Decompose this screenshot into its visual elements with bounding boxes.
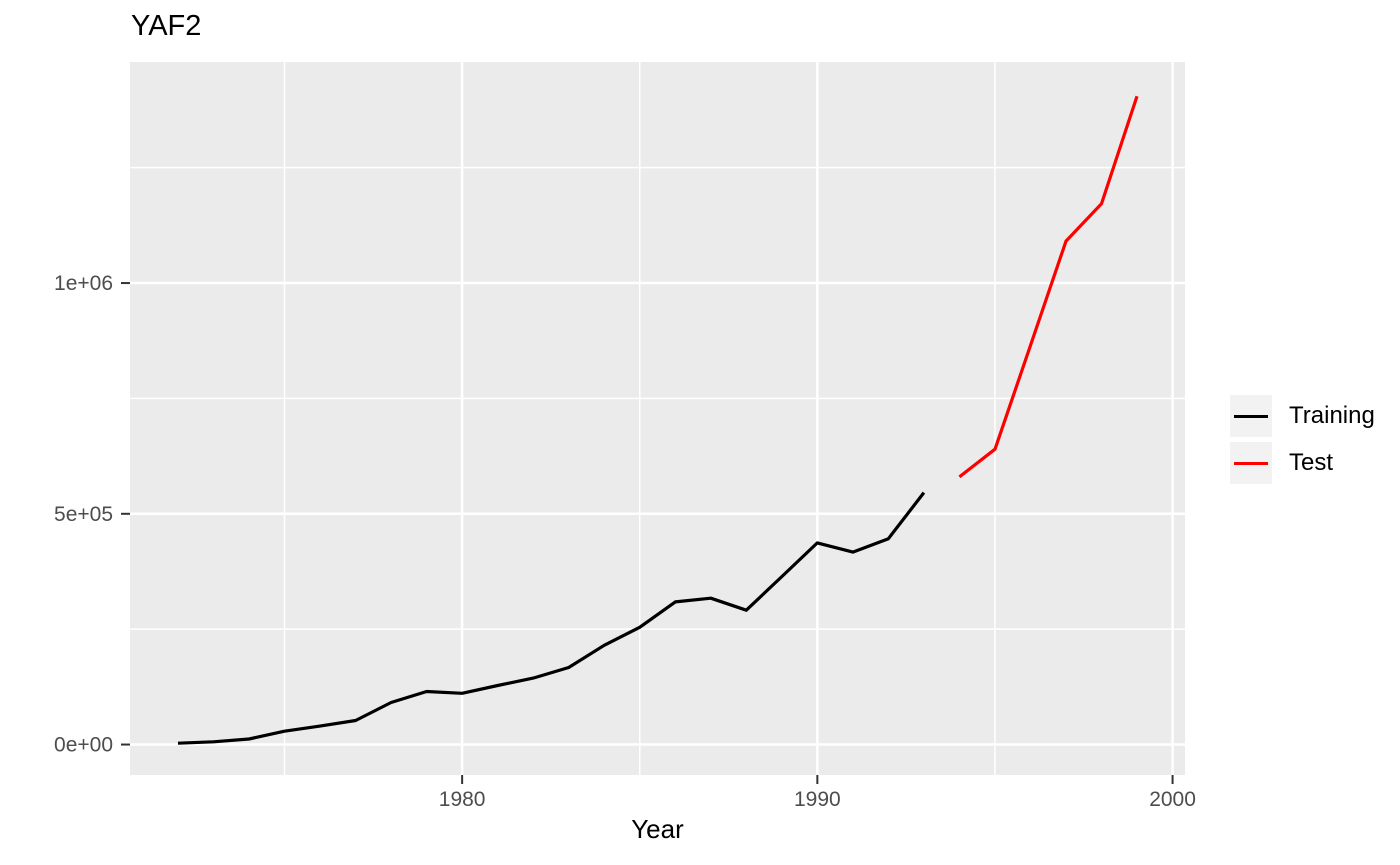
series-line-test (958, 95, 1139, 479)
x-axis-title: Year (631, 814, 684, 844)
y-tick-label: 1e+06 (54, 272, 113, 295)
legend-key-test (1230, 442, 1272, 484)
legend-key-training (1230, 395, 1272, 437)
x-tick-label: 2000 (1149, 788, 1196, 811)
legend-label-training: Training (1289, 402, 1375, 429)
chart-title: YAF2 (131, 10, 202, 42)
training-line-swatch (1234, 414, 1268, 418)
y-tick-label: 5e+05 (54, 503, 113, 526)
legend-label-test: Test (1289, 449, 1334, 476)
legend-item-test: Test (1230, 442, 1375, 484)
series-line-training (177, 491, 926, 745)
y-tick-label: 0e+00 (54, 734, 113, 757)
panel-background (130, 62, 1185, 775)
x-tick-label: 1990 (794, 788, 841, 811)
x-tick-label: 1980 (439, 788, 486, 811)
legend-item-training: Training (1230, 395, 1375, 437)
legend: Training Test (1230, 395, 1375, 489)
test-line-swatch (1234, 461, 1268, 465)
